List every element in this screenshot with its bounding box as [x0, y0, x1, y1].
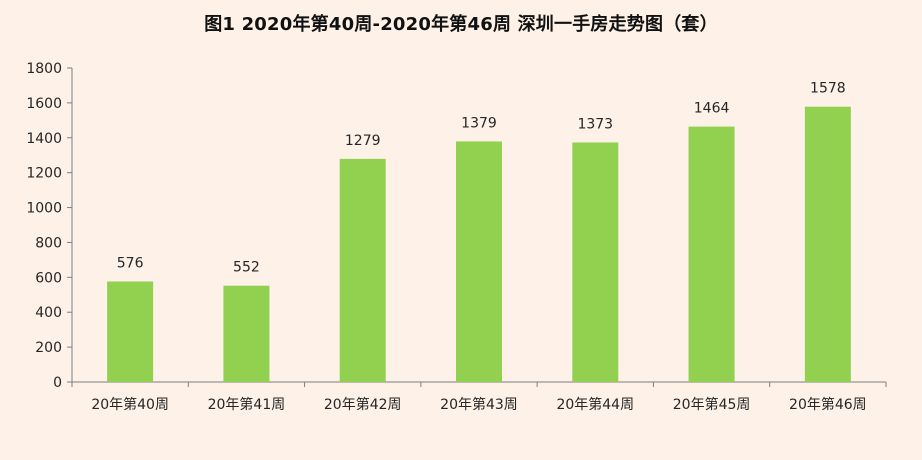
y-tick-label: 1200	[26, 166, 62, 182]
data-label: 552	[233, 260, 260, 276]
y-tick-label: 1600	[26, 96, 62, 112]
x-tick-label: 20年第43周	[440, 396, 518, 413]
bar	[572, 142, 619, 382]
x-tick-label: 20年第40周	[91, 396, 169, 413]
data-label: 1279	[345, 133, 381, 149]
bar	[223, 285, 270, 382]
x-axis: 20年第40周 20年第41周 20年第42周 20年第43周 20年第44周 20年第4…	[71, 381, 887, 413]
y-tick-label: 200	[35, 340, 62, 356]
y-tick-label: 400	[35, 305, 62, 321]
data-label: 1373	[577, 116, 613, 132]
y-tick-label: 600	[35, 270, 62, 286]
bar	[456, 141, 502, 382]
y-tick-label: 800	[35, 235, 62, 251]
bar	[804, 106, 851, 382]
data-label: 1379	[461, 115, 497, 131]
data-label: 576	[117, 256, 144, 272]
y-tick-label: 1800	[26, 61, 62, 77]
data-label: 1464	[694, 101, 730, 117]
bars	[107, 106, 851, 382]
bar	[339, 158, 386, 382]
x-tick-label: 20年第45周	[673, 396, 751, 413]
y-tick-label: 0	[53, 375, 62, 391]
bar	[107, 281, 154, 382]
bar	[688, 126, 735, 382]
y-axis: 0 200 400 600 800 1000 1200 1400 1600 1800	[26, 61, 73, 391]
x-tick-label: 20年第41周	[208, 396, 286, 413]
x-tick-label: 20年第42周	[324, 396, 402, 413]
x-tick-label: 20年第46周	[789, 396, 867, 413]
y-tick-label: 1000	[26, 201, 62, 217]
x-tick-label: 20年第44周	[556, 396, 634, 413]
y-tick-label: 1400	[26, 131, 62, 147]
data-labels: 576 552 1279 1379 1373 1464 1578	[117, 81, 846, 276]
chart-title: 图1 2020年第40周-2020年第46周 深圳一手房走势图（套）	[204, 14, 718, 35]
data-label: 1578	[810, 81, 846, 97]
